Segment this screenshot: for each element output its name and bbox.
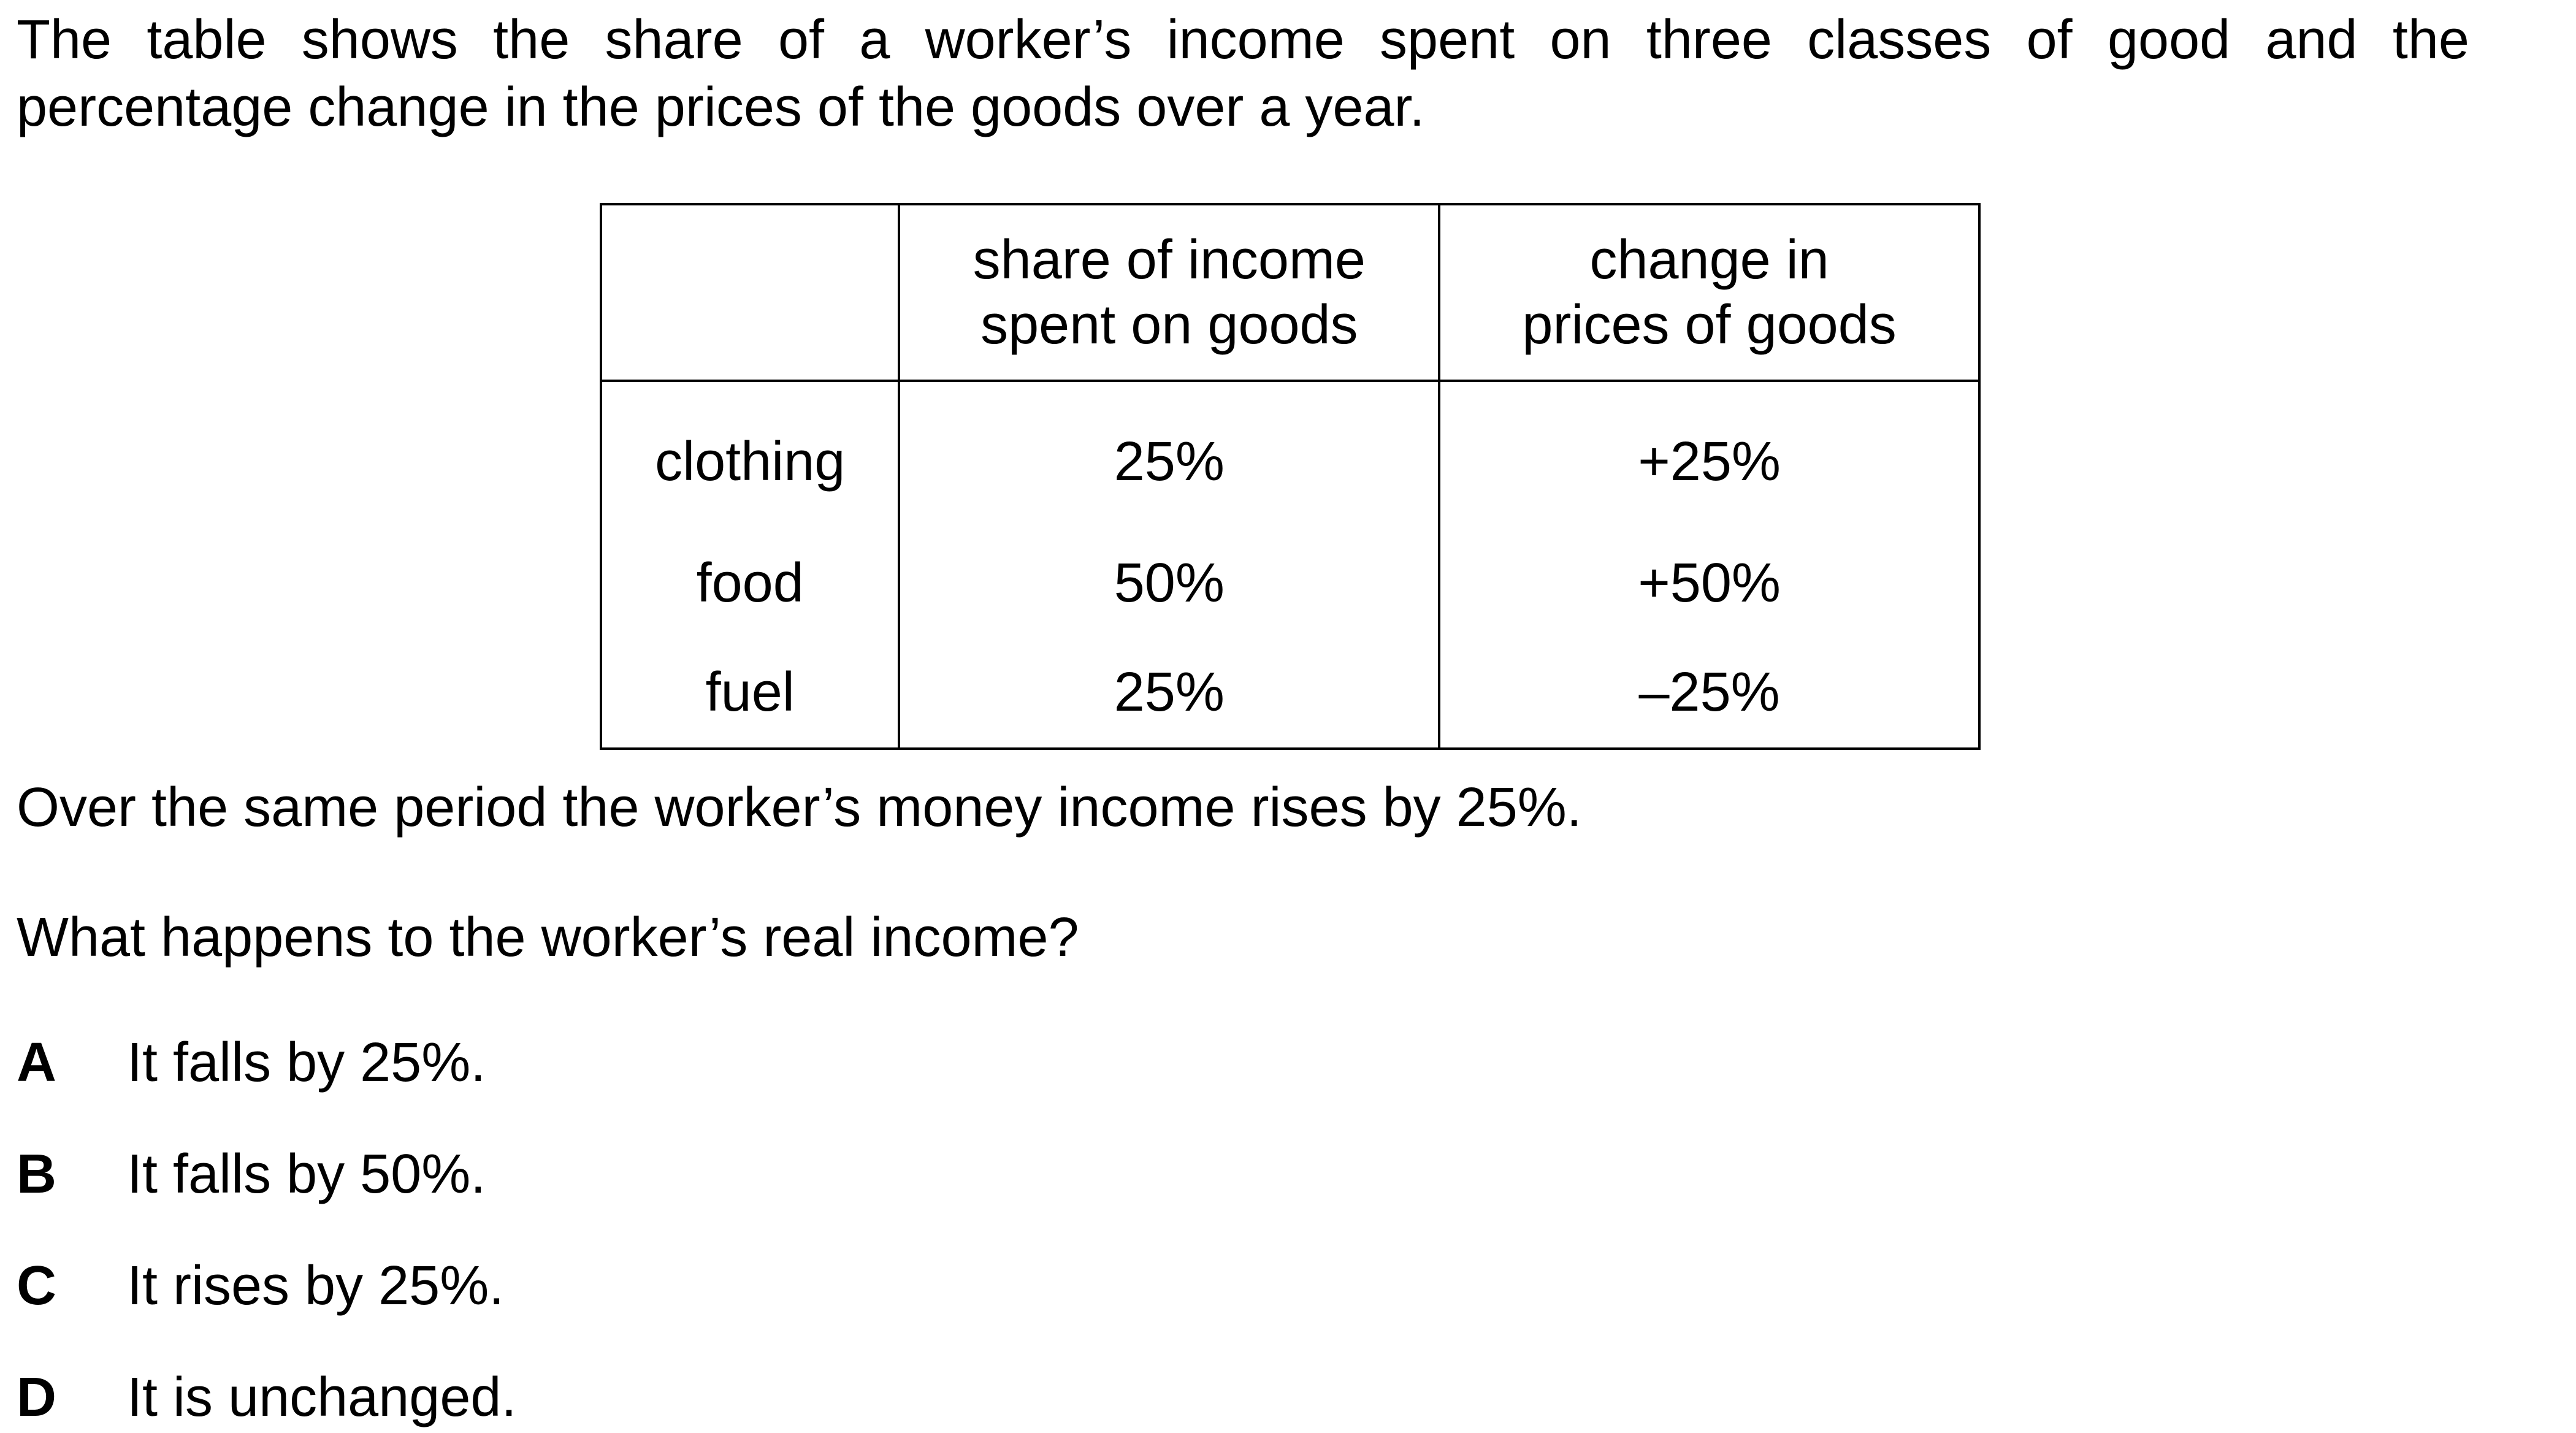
option-text: It rises by 25%. (127, 1255, 505, 1316)
table-row: clothing 25% +25% (599, 381, 1981, 529)
answer-option-d[interactable]: D It is unchanged. (17, 1364, 516, 1431)
intro-line-2: percentage change in the prices of the g… (17, 77, 1425, 138)
answer-option-b[interactable]: B It falls by 50%. (17, 1141, 486, 1208)
row-good-label: fuel (599, 637, 901, 750)
header-change-line-1: change in (1589, 229, 1829, 291)
option-text: It falls by 50%. (127, 1144, 486, 1205)
option-letter: C (17, 1255, 56, 1316)
goods-table: share of income spent on goods change in… (599, 203, 1981, 750)
header-change-line-2: prices of goods (1522, 294, 1897, 356)
row-change-value: +25% (1438, 381, 1981, 529)
option-text: It is unchanged. (127, 1367, 517, 1428)
row-share-value: 25% (898, 637, 1441, 750)
question-text: What happens to the worker’s real income… (17, 907, 1079, 968)
header-empty-cell (599, 203, 901, 382)
table-row: food 50% +50% (599, 529, 1981, 637)
row-share-value: 50% (898, 529, 1441, 637)
intro-line-1: The table shows the share of a worker’s … (17, 9, 2469, 71)
row-share-value: 25% (898, 381, 1441, 529)
intro-paragraph: The table shows the share of a worker’s … (17, 6, 2469, 141)
header-change-in-prices: change in prices of goods (1438, 203, 1981, 382)
row-change-value: +50% (1438, 529, 1981, 637)
option-letter: A (17, 1032, 56, 1093)
header-share-of-income: share of income spent on goods (898, 203, 1441, 382)
table-row: fuel 25% –25% (599, 637, 1981, 750)
answer-option-c[interactable]: C It rises by 25%. (17, 1252, 504, 1320)
table-header-row: share of income spent on goods change in… (599, 203, 1981, 382)
header-share-line-2: spent on goods (980, 294, 1358, 356)
header-share-line-1: share of income (973, 229, 1366, 291)
income-statement: Over the same period the worker’s money … (17, 777, 1582, 838)
row-good-label: food (599, 529, 901, 637)
row-change-value: –25% (1438, 637, 1981, 750)
answer-option-a[interactable]: A It falls by 25%. (17, 1029, 486, 1096)
option-letter: D (17, 1367, 56, 1428)
row-good-label: clothing (599, 381, 901, 529)
option-text: It falls by 25%. (127, 1032, 486, 1093)
option-letter: B (17, 1144, 56, 1205)
